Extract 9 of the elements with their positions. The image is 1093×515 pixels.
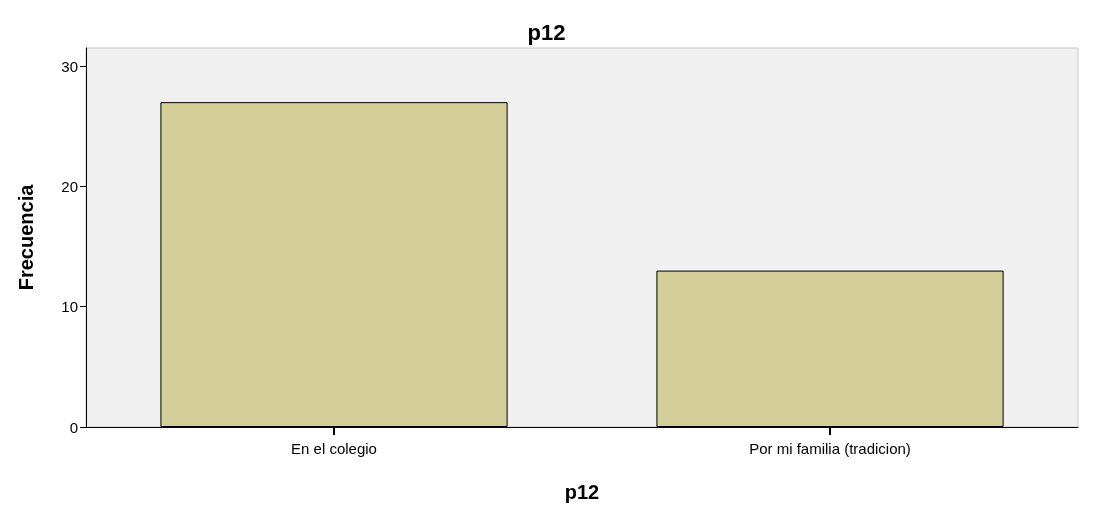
y-tick-label: 10 (61, 298, 78, 316)
y-axis-title: Frecuencia (15, 183, 37, 291)
chart-title: p12 (527, 19, 566, 45)
x-axis-title: p12 (564, 481, 600, 503)
y-tick-label: 0 (69, 418, 78, 436)
x-tick-label: En el colegio (291, 440, 377, 457)
y-tick-label: 20 (61, 177, 78, 195)
x-tick-label: Por mi familia (tradicion) (749, 440, 911, 457)
y-tick-label: 30 (61, 57, 78, 75)
